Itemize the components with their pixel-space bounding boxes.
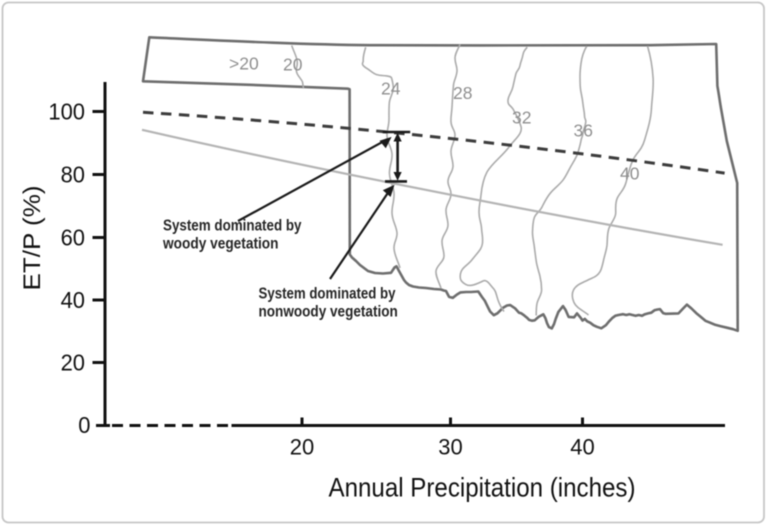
svg-text:24: 24 (381, 79, 401, 99)
svg-text:Annual Precipitation (inches): Annual Precipitation (inches) (329, 473, 636, 503)
svg-text:woody vegetation: woody vegetation (162, 236, 278, 253)
svg-text:20: 20 (283, 55, 303, 75)
svg-text:80: 80 (61, 162, 85, 188)
svg-text:28: 28 (453, 83, 472, 103)
svg-text:30: 30 (438, 435, 462, 460)
svg-text:>20: >20 (229, 54, 259, 74)
svg-text:32: 32 (512, 108, 531, 128)
svg-text:20: 20 (61, 350, 85, 376)
svg-text:0: 0 (78, 412, 90, 438)
svg-text:20: 20 (290, 435, 314, 460)
svg-text:nonwoody vegetation: nonwoody vegetation (259, 303, 398, 320)
svg-text:40: 40 (570, 435, 594, 460)
svg-text:System dominated by: System dominated by (259, 285, 396, 302)
svg-text:40: 40 (61, 287, 85, 313)
svg-text:60: 60 (61, 225, 85, 251)
svg-text:System dominated by: System dominated by (163, 218, 302, 235)
svg-text:ET/P (%): ET/P (%) (19, 186, 46, 291)
svg-text:40: 40 (620, 164, 640, 184)
svg-text:100: 100 (48, 99, 85, 125)
svg-text:36: 36 (574, 121, 593, 141)
